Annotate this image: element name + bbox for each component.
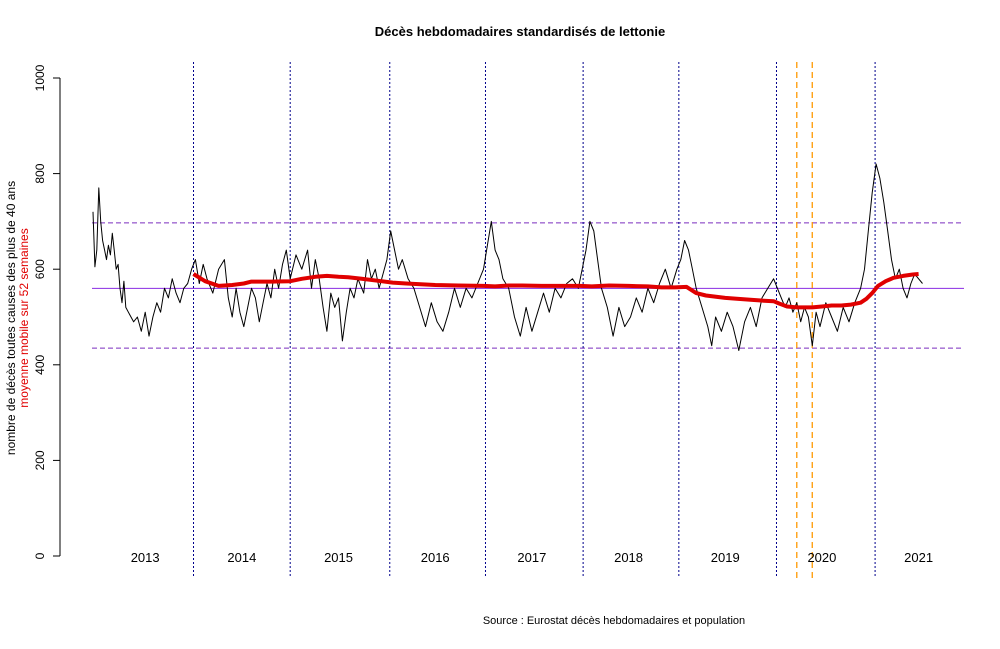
year-label: 2016 <box>421 550 450 565</box>
year-separators <box>193 62 876 578</box>
moving-average-line <box>192 272 919 310</box>
y-tick-label: 400 <box>33 354 47 374</box>
year-label: 2013 <box>131 550 160 565</box>
y-tick-label: 800 <box>33 163 47 183</box>
y-axis-label-moving-average: moyenne mobile sur 52 semaines <box>17 228 31 407</box>
chart-title: Décès hebdomadaires standardisés de lett… <box>375 24 665 39</box>
year-label: 2015 <box>324 550 353 565</box>
year-label: 2019 <box>711 550 740 565</box>
year-label: 2020 <box>807 550 836 565</box>
y-axis-label: nombre de décès toutes causes des plus d… <box>4 181 18 455</box>
y-axis-ticks: 0 200 400 600 800 1000 <box>33 64 60 559</box>
y-tick-label: 1000 <box>33 64 47 91</box>
y-tick-label: 0 <box>33 552 47 559</box>
source-note: Source : Eurostat décès hebdomadaires et… <box>483 615 745 627</box>
year-label: 2018 <box>614 550 643 565</box>
reference-lines <box>92 222 964 349</box>
covid-markers <box>796 62 813 578</box>
year-label: 2017 <box>517 550 546 565</box>
series-group <box>92 163 923 351</box>
weekly-deaths-line <box>92 163 923 351</box>
year-label: 2021 <box>904 550 933 565</box>
x-axis-year-labels: 2013 2014 2015 2016 2017 2018 2019 2020 2021 <box>131 550 933 565</box>
y-tick-label: 200 <box>33 450 47 470</box>
year-label: 2014 <box>227 550 256 565</box>
y-tick-label: 600 <box>33 259 47 279</box>
